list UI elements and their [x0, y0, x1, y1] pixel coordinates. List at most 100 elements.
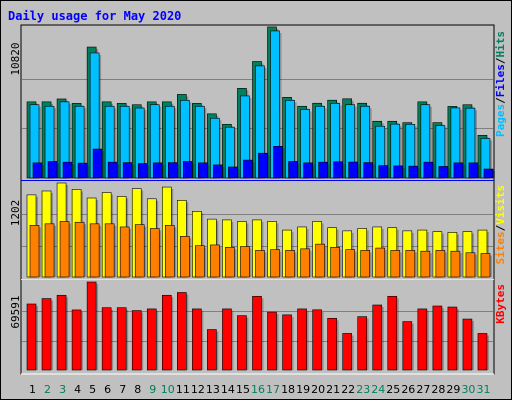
bar-pages [318, 161, 328, 179]
x-tick-label: 20 [311, 383, 325, 396]
bar-kbytes [297, 308, 307, 371]
y-axis-max-label: 69591 [9, 295, 22, 328]
bar-pages [243, 159, 253, 179]
bar-kbytes [222, 308, 232, 371]
bar-pages [438, 166, 449, 179]
bar-pages [483, 168, 494, 179]
bar-sites [180, 236, 190, 278]
bar-kbytes [267, 311, 277, 371]
series-axis-label-part: / [494, 224, 507, 231]
bar-sites [390, 250, 401, 278]
bar-pages [408, 165, 419, 179]
bar-sites [149, 228, 160, 278]
bar-sites [450, 250, 461, 278]
bar-pages [228, 166, 238, 179]
x-tick-label: 29 [446, 383, 460, 396]
x-tick-label: 9 [149, 383, 156, 396]
bar-kbytes [41, 298, 52, 371]
x-tick-label: 15 [236, 383, 250, 396]
x-tick-label: 11 [176, 383, 190, 396]
bar-pages [288, 161, 298, 179]
bar-kbytes [462, 318, 473, 371]
bar-sites [29, 225, 40, 278]
bar-kbytes [312, 309, 322, 371]
bar-sites [164, 225, 175, 278]
bar-kbytes [282, 314, 292, 371]
x-tick-label: 3 [59, 383, 66, 396]
bar-kbytes [71, 309, 82, 371]
series-axis-label-part: Pages [494, 104, 507, 137]
bar-pages [198, 162, 208, 179]
bar-pages [348, 161, 358, 179]
bar-sites [74, 221, 85, 278]
bar-pages [107, 161, 118, 179]
bar-kbytes [161, 294, 172, 371]
bar-kbytes [447, 306, 458, 371]
bar-kbytes [327, 317, 337, 371]
bar-kbytes [101, 307, 112, 371]
bar-pages [183, 161, 193, 179]
bar-pages [152, 162, 163, 179]
x-tick-label: 16 [251, 383, 265, 396]
x-tick-label: 26 [401, 383, 415, 396]
bar-sites [255, 250, 265, 278]
y-axis-max-label: 1202 [9, 200, 22, 227]
bar-sites [44, 223, 55, 278]
bar-sites [480, 253, 491, 278]
bar-kbytes [116, 307, 127, 371]
bar-sites [360, 250, 371, 278]
bar-kbytes [26, 303, 37, 371]
bar-pages [47, 161, 58, 179]
bar-kbytes [432, 305, 443, 371]
bar-pages [62, 161, 73, 179]
bar-kbytes [177, 292, 187, 371]
x-tick-label: 5 [89, 383, 96, 396]
bar-sites [195, 245, 205, 278]
bar-kbytes [342, 333, 352, 371]
bar-kbytes [56, 294, 67, 371]
series-axis-label: KBytes [494, 284, 507, 324]
x-tick-label: 23 [356, 383, 370, 396]
bar-pages [167, 162, 178, 179]
x-tick-label: 18 [281, 383, 295, 396]
bar-sites [285, 250, 295, 278]
bar-sites [330, 246, 340, 278]
bar-pages [423, 161, 434, 179]
bar-pages [378, 165, 389, 179]
x-tick-label: 28 [431, 383, 445, 396]
x-tick-label: 13 [206, 383, 220, 396]
series-axis-label-part: Sites [494, 231, 507, 264]
x-tick-label: 21 [326, 383, 340, 396]
x-tick-label: 19 [296, 383, 310, 396]
bar-pages [92, 148, 103, 179]
bar-pages [213, 164, 223, 179]
x-tick-label: 1 [29, 383, 36, 396]
x-tick-label: 30 [461, 383, 475, 396]
series-axis-label-part: Visits [494, 185, 507, 225]
bar-pages [258, 152, 268, 179]
bar-sites [104, 223, 115, 278]
bar-kbytes [237, 315, 247, 371]
series-axis-label: Pages/Files/Hits [494, 31, 507, 137]
x-tick-label: 6 [104, 383, 111, 396]
bar-pages [333, 161, 343, 179]
chart-title: Daily usage for May 2020 [8, 9, 182, 23]
bar-kbytes [477, 333, 488, 371]
x-tick-label: 27 [416, 383, 430, 396]
x-tick-label: 2 [44, 383, 51, 396]
bar-sites [210, 244, 220, 278]
bar-sites [405, 250, 416, 278]
series-axis-label-part: Hits [494, 31, 507, 58]
x-tick-label: 14 [221, 383, 235, 396]
x-tick-label: 12 [191, 383, 205, 396]
bar-pages [137, 163, 148, 179]
bar-pages [122, 162, 133, 179]
x-tick-label: 17 [266, 383, 280, 396]
bar-pages [273, 146, 283, 179]
bar-pages [393, 165, 404, 179]
bar-sites [375, 247, 386, 278]
bar-sites [465, 252, 476, 278]
x-tick-label: 24 [371, 383, 385, 396]
bar-kbytes [252, 295, 262, 371]
